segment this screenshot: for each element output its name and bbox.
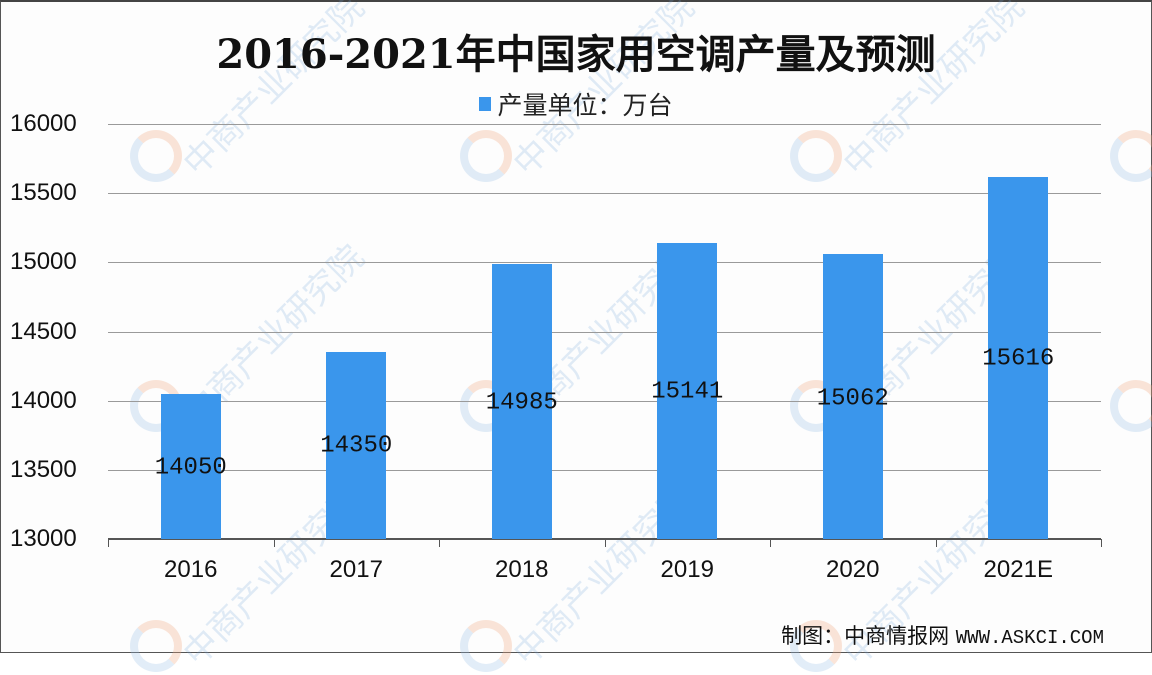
x-axis bbox=[108, 538, 1101, 540]
data-label: 14350 bbox=[320, 432, 393, 460]
x-tick-mark bbox=[108, 539, 109, 547]
x-tick-label: 2018 bbox=[495, 556, 549, 583]
x-tick-label: 2019 bbox=[660, 556, 714, 583]
y-tick-label: 15500 bbox=[10, 179, 77, 207]
chart-title: 2016-2021年中国家用空调产量及预测 bbox=[216, 31, 936, 78]
gridline bbox=[108, 401, 1101, 402]
legend-swatch-icon bbox=[479, 97, 492, 111]
gridline bbox=[108, 124, 1101, 125]
x-tick-label: 2016 bbox=[164, 556, 218, 583]
y-tick-label: 13000 bbox=[10, 525, 77, 552]
x-tick-mark bbox=[274, 539, 275, 547]
bar-2020 bbox=[822, 253, 883, 539]
source-url: WWW.ASKCI.COM bbox=[955, 627, 1104, 649]
x-tick-label: 2017 bbox=[329, 556, 383, 583]
gridline bbox=[108, 332, 1101, 333]
x-tick-mark bbox=[605, 539, 606, 547]
credit-text: 制图：中商情报网 bbox=[781, 624, 950, 648]
x-tick-mark bbox=[770, 539, 771, 547]
x-tick-mark bbox=[936, 539, 937, 547]
y-tick-label: 14000 bbox=[10, 386, 77, 414]
bar-2021e bbox=[988, 177, 1049, 539]
y-tick-label: 13500 bbox=[10, 455, 77, 483]
chart-frame bbox=[0, 0, 1152, 653]
legend-label: 产量单位：万台 bbox=[497, 91, 673, 120]
x-tick-label: 2021E bbox=[983, 556, 1053, 583]
y-tick-label: 14500 bbox=[10, 317, 77, 345]
legend: 产量单位：万台 bbox=[0, 86, 1152, 122]
y-tick-label: 15000 bbox=[10, 248, 77, 276]
source-credit: 制图：中商情报网 WWW.ASKCI.COM bbox=[781, 620, 1104, 650]
x-tick-mark bbox=[1101, 539, 1102, 547]
x-tick-mark bbox=[439, 539, 440, 547]
x-tick-label: 2020 bbox=[826, 556, 880, 583]
bar-2018 bbox=[491, 264, 552, 539]
data-label: 15141 bbox=[651, 378, 724, 406]
data-label: 14050 bbox=[154, 454, 227, 482]
gridline bbox=[108, 470, 1101, 471]
bar-2019 bbox=[657, 242, 718, 539]
bar-2017 bbox=[326, 352, 387, 539]
data-label: 15062 bbox=[816, 385, 889, 413]
y-tick-label: 16000 bbox=[10, 110, 77, 137]
bar-2016 bbox=[160, 393, 221, 539]
gridline bbox=[108, 262, 1101, 263]
data-label: 14985 bbox=[485, 389, 558, 417]
data-label: 15616 bbox=[982, 345, 1055, 373]
gridline bbox=[108, 193, 1101, 194]
